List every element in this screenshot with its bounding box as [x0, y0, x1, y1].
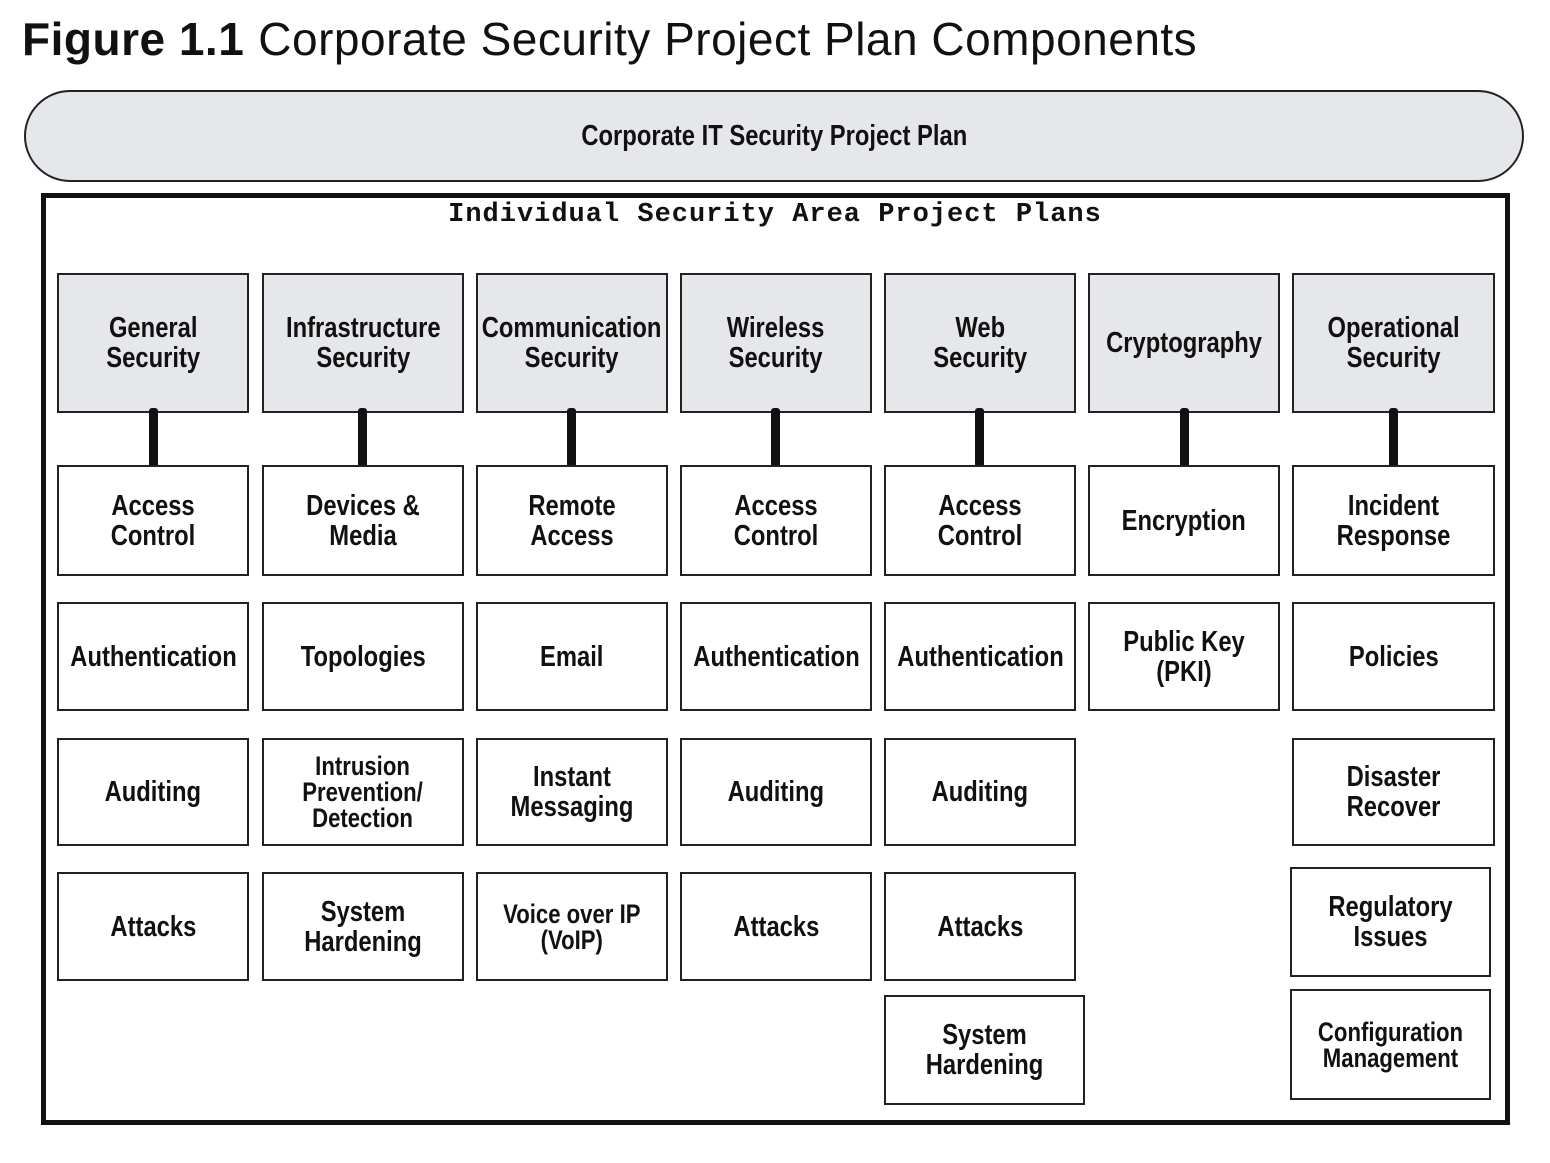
component-label: Policies: [1348, 640, 1439, 673]
figure-number: Figure 1.1: [22, 13, 245, 65]
connector-line: [149, 408, 158, 470]
component-label: System Hardening: [925, 1019, 1044, 1081]
connector-line: [358, 408, 367, 470]
component-box: Access Control: [57, 465, 249, 576]
connector-line: [567, 408, 576, 470]
component-box: Policies: [1292, 602, 1495, 711]
component-box: Public Key (PKI): [1088, 602, 1280, 711]
connector-line: [975, 408, 984, 470]
security-area-container: [41, 193, 1510, 1125]
component-box: Disaster Recover: [1292, 738, 1495, 846]
component-box: Auditing: [680, 738, 872, 846]
component-box: Configuration Management: [1290, 989, 1491, 1100]
component-box: Attacks: [57, 872, 249, 981]
component-box: Authentication: [680, 602, 872, 711]
component-label: Attacks: [937, 910, 1023, 943]
component-box: Access Control: [680, 465, 872, 576]
connector-line: [1180, 408, 1189, 470]
component-label: Access Control: [110, 489, 196, 552]
component-label: Auditing: [104, 776, 202, 808]
area-header-wireless-security: Wireless Security: [680, 273, 872, 413]
component-box: Attacks: [680, 872, 872, 981]
component-label: Voice over IP (VoIP): [503, 898, 641, 955]
corporate-plan-banner: Corporate IT Security Project Plan: [24, 90, 1524, 182]
component-box: Auditing: [884, 738, 1076, 846]
component-box: Remote Access: [476, 465, 668, 576]
area-header-label: Web Security: [933, 312, 1027, 374]
component-label: Instant Messaging: [510, 761, 634, 823]
component-label: Encryption: [1121, 504, 1247, 537]
component-label: Auditing: [931, 776, 1029, 808]
corporate-plan-label: Corporate IT Security Project Plan: [581, 119, 967, 152]
area-header-cryptography: Cryptography: [1088, 273, 1280, 413]
component-box: Topologies: [262, 602, 464, 711]
component-label: Authentication: [69, 640, 237, 673]
component-label: Authentication: [896, 640, 1064, 673]
component-label: Topologies: [300, 640, 426, 673]
component-label: Public Key (PKI): [1123, 625, 1245, 688]
component-box: Incident Response: [1292, 465, 1495, 576]
component-box: Intrusion Prevention/ Detection: [262, 738, 464, 846]
component-label: Email: [540, 640, 604, 673]
component-label: Devices & Media: [306, 489, 420, 552]
component-box: Regulatory Issues: [1290, 867, 1491, 977]
component-label: Attacks: [733, 910, 819, 943]
component-label: Intrusion Prevention/ Detection: [302, 751, 424, 833]
component-box: Voice over IP (VoIP): [476, 872, 668, 981]
component-box: Attacks: [884, 872, 1076, 981]
component-box: Instant Messaging: [476, 738, 668, 846]
component-box: System Hardening: [262, 872, 464, 981]
component-label: System Hardening: [304, 895, 422, 958]
area-header-infrastructure-security: Infrastructure Security: [262, 273, 464, 413]
component-box: Authentication: [884, 602, 1076, 711]
area-header-label: Operational Security: [1327, 312, 1460, 374]
component-box: System Hardening: [884, 995, 1085, 1105]
component-label: Access Control: [937, 489, 1023, 552]
component-box: Encryption: [1088, 465, 1280, 576]
component-label: Attacks: [110, 910, 196, 943]
component-label: Configuration Management: [1317, 1016, 1464, 1073]
area-header-label: General Security: [106, 312, 200, 374]
area-header-operational-security: Operational Security: [1292, 273, 1495, 413]
area-header-general-security: General Security: [57, 273, 249, 413]
component-box: Devices & Media: [262, 465, 464, 576]
area-header-communication-security: Communication Security: [476, 273, 668, 413]
component-label: Authentication: [692, 640, 860, 673]
area-header-label: Infrastructure Security: [285, 312, 441, 374]
connector-line: [771, 408, 780, 470]
figure-title: Corporate Security Project Plan Componen…: [258, 13, 1198, 65]
component-box: Access Control: [884, 465, 1076, 576]
area-header-label: Cryptography: [1106, 327, 1262, 359]
security-area-title: Individual Security Area Project Plans: [448, 200, 1102, 230]
area-header-web-security: Web Security: [884, 273, 1076, 413]
component-label: Auditing: [727, 776, 825, 808]
area-header-label: Wireless Security: [727, 312, 825, 374]
component-label: Remote Access: [528, 489, 616, 552]
area-header-label: Communication Security: [482, 312, 662, 374]
component-label: Disaster Recover: [1346, 761, 1441, 823]
connector-line: [1389, 408, 1398, 470]
component-box: Authentication: [57, 602, 249, 711]
component-label: Regulatory Issues: [1328, 891, 1453, 953]
component-label: Incident Response: [1336, 489, 1451, 552]
component-box: Auditing: [57, 738, 249, 846]
component-label: Access Control: [733, 489, 819, 552]
component-box: Email: [476, 602, 668, 711]
figure-caption: Figure 1.1 Corporate Security Project Pla…: [22, 12, 1197, 66]
